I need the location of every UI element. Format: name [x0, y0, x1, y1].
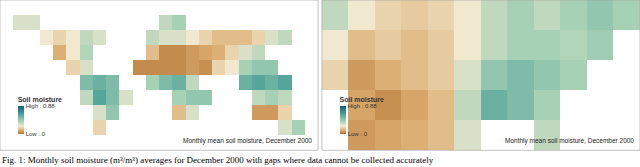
- svg-text:Monthly mean soil moisture, De: Monthly mean soil moisture, December 200…: [505, 137, 634, 145]
- svg-text:High : 0.88: High : 0.88: [348, 103, 378, 109]
- svg-text:Monthly mean soil moisture, De: Monthly mean soil moisture, December 200…: [183, 137, 312, 145]
- svg-text:Soil moisture: Soil moisture: [340, 96, 384, 103]
- svg-text:Low : 0: Low : 0: [348, 131, 368, 137]
- svg-text:Soil moisture: Soil moisture: [18, 96, 62, 103]
- svg-text:Fig. 1: Monthly soil moisture: Fig. 1: Monthly soil moisture (m³/m³) av…: [2, 155, 434, 165]
- svg-text:High : 0.88: High : 0.88: [26, 103, 56, 109]
- svg-text:Low : 0: Low : 0: [26, 131, 46, 137]
